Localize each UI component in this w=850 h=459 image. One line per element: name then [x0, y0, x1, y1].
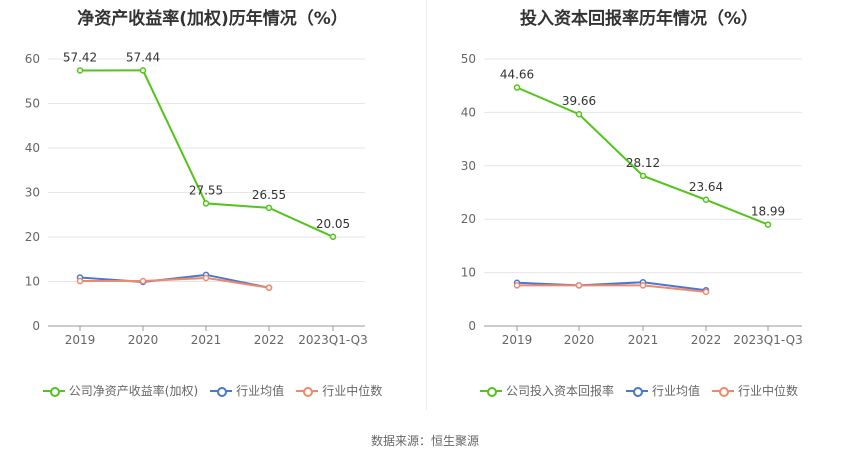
y-tick-label: 10 — [25, 275, 40, 289]
x-tick-label: 2023Q1-Q3 — [733, 333, 802, 347]
series-line — [80, 276, 270, 289]
data-point — [265, 204, 273, 212]
legend-line-marker-icon — [296, 385, 319, 397]
data-label: 39.66 — [562, 94, 596, 108]
x-tick-label: 2019 — [502, 333, 533, 347]
x-tick-label: 2021 — [191, 333, 222, 347]
series-line — [79, 273, 270, 289]
chart-legend: 公司净资产收益率(加权) 行业均值 行业中位数 — [0, 382, 425, 399]
x-tick-label: 2021 — [628, 333, 659, 347]
roe-line-chart: 0 10 20 30 40 50 60 2019 2020 2021 2022 2023Q1-Q3 57… — [25, 50, 368, 347]
data-point — [202, 200, 210, 207]
y-tick-label: 20 — [461, 212, 476, 226]
y-tick-label: 40 — [461, 105, 476, 119]
legend-label: 公司净资产收益率(加权) — [68, 384, 199, 398]
legend-line-marker-icon — [625, 385, 648, 397]
legend-label: 行业均值 — [651, 384, 700, 398]
data-point — [764, 221, 772, 228]
x-tick-label: 2022 — [691, 333, 722, 347]
y-tick-label: 40 — [25, 141, 40, 155]
y-tick-label: 0 — [468, 319, 476, 333]
data-label: 20.05 — [316, 217, 350, 231]
data-label: 18.99 — [751, 205, 785, 219]
data-point — [702, 288, 710, 296]
data-point — [639, 172, 647, 180]
y-tick-label: 50 — [461, 52, 476, 66]
y-tick-label: 50 — [25, 97, 40, 111]
x-tick-label: 2020 — [564, 333, 595, 347]
data-point — [265, 284, 273, 291]
roic-chart-panel: 投入资本回报率历年情况（%） 0 10 20 30 40 50 2019 2020 2021 20… — [428, 0, 850, 410]
roic-line-chart: 0 10 20 30 40 50 2019 2020 2021 2022 2023Q1-Q3 44.6… — [461, 52, 803, 347]
data-point — [575, 110, 583, 118]
y-tick-label: 10 — [461, 266, 476, 280]
data-point — [639, 282, 647, 289]
data-source-note: 数据来源：恒生聚源 — [370, 434, 479, 448]
data-point — [76, 67, 84, 74]
data-point — [702, 196, 710, 204]
legend-item[interactable]: 行业均值 — [625, 382, 700, 399]
x-tick-label: 2019 — [65, 333, 96, 347]
data-point — [575, 282, 583, 289]
legend-item[interactable]: 行业中位数 — [712, 382, 798, 399]
roe-chart-panel: 净资产收益率(加权)历年情况（%） 0 10 20 30 40 50 60 2019 2020 2… — [0, 0, 425, 410]
legend-item[interactable]: 行业均值 — [210, 382, 284, 399]
chart-title: 净资产收益率(加权)历年情况（%） — [77, 9, 348, 29]
legend-line-marker-icon — [42, 385, 65, 397]
data-label: 27.55 — [189, 183, 223, 197]
legend-label: 行业均值 — [236, 384, 285, 398]
data-point — [513, 282, 521, 289]
x-tick-label: 2023Q1-Q3 — [298, 333, 367, 347]
legend-label: 行业中位数 — [322, 384, 383, 398]
data-point — [139, 67, 147, 74]
legend-line-marker-icon — [210, 385, 233, 397]
data-point — [329, 233, 337, 241]
data-point — [139, 277, 147, 285]
series-line — [516, 281, 707, 292]
data-label: 57.42 — [63, 50, 97, 64]
legend-label: 公司投入资本回报率 — [505, 384, 614, 398]
series-line — [517, 284, 707, 293]
series-line — [79, 69, 334, 238]
x-tick-label: 2020 — [128, 333, 159, 347]
x-tick-label: 2022 — [254, 333, 285, 347]
data-label: 23.64 — [689, 180, 723, 194]
legend-item[interactable]: 公司投入资本回报率 — [479, 382, 614, 399]
y-tick-label: 20 — [25, 230, 40, 244]
data-label: 44.66 — [500, 68, 534, 82]
legend-line-marker-icon — [479, 385, 502, 397]
data-point — [202, 274, 210, 282]
data-label: 57.44 — [126, 50, 160, 64]
panel-divider — [426, 0, 427, 410]
y-tick-label: 30 — [461, 159, 476, 173]
y-tick-label: 60 — [25, 52, 40, 66]
y-tick-label: 0 — [32, 319, 40, 333]
data-label: 26.55 — [252, 188, 286, 202]
legend-item[interactable]: 行业中位数 — [296, 382, 382, 399]
legend-label: 行业中位数 — [738, 384, 799, 398]
y-tick-label: 30 — [25, 186, 40, 200]
chart-legend: 公司投入资本回报率 行业均值 行业中位数 — [428, 382, 850, 399]
data-point — [513, 84, 521, 91]
chart-title: 投入资本回报率历年情况（%） — [519, 9, 759, 29]
data-point — [76, 277, 84, 285]
data-label: 28.12 — [626, 156, 660, 170]
legend-line-marker-icon — [712, 385, 734, 397]
legend-item[interactable]: 公司净资产收益率(加权) — [42, 382, 199, 399]
